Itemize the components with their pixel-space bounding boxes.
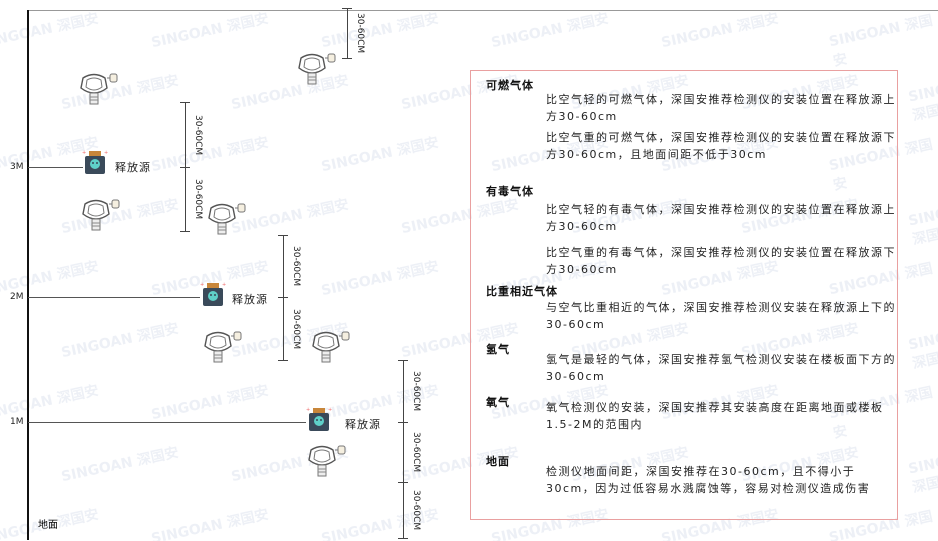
section-title: 地面 [486,455,510,468]
dimension-label: 30-60CM [193,179,203,220]
level-2m-label: 2M [10,292,24,302]
recommendation-panel: 可燃气体 比空气轻的可燃气体，深国安推荐检测仪的安装位置在释放源上方30-60cm… [470,70,898,520]
dimension-tick [398,538,408,539]
section-paragraph: 比空气轻的可燃气体，深国安推荐检测仪的安装位置在释放源上方30-60cm [546,93,896,123]
release-source-icon: + + [82,150,108,180]
watermark: SINGOAN 深国安 [827,12,935,70]
svg-text:+: + [200,282,204,288]
dimension-label: 30-60CM [355,13,365,54]
watermark: SINGOAN 深国安 [659,10,781,52]
gas-detector-icon [78,72,120,110]
watermark: SINGOAN 深国安 [907,74,938,125]
section-title: 比重相近气体 [486,285,558,298]
dimension-label: 30-60CM [411,371,421,412]
dimension-tick [342,8,352,9]
release-source-label: 释放源 [115,161,151,174]
dimension-label: 30-60CM [291,246,301,287]
gas-detector-icon [296,52,338,90]
section-paragraph: 检测仪地面间距，深国安推荐在30-60cm，且不得小于30cm，因为过低容易水溅… [546,465,871,495]
dimension-tick [398,482,408,483]
dimension-label: 30-60CM [411,490,421,531]
section-title: 氢气 [486,343,510,356]
section-paragraph: 比空气轻的有毒气体，深国安推荐检测仪的安装位置在释放源上方30-60cm [546,203,896,233]
level-1m-line [28,422,306,423]
section-paragraph: 氢气是最轻的气体，深国安推荐氢气检测仪安装在楼板面下方的30-60cm [546,353,896,383]
level-1m-label: 1M [10,417,24,427]
watermark: SINGOAN 深国安 [59,444,181,486]
gas-detector-icon [306,444,348,482]
dimension-tick [180,102,190,103]
dimension-line [403,360,404,422]
dimension-line [185,102,186,167]
dimension-label: 30-60CM [291,308,301,349]
section-paragraph: 氧气检测仪的安装，深国安推荐其安装高度在距离地面或楼板1.5-2M的范围内 [546,401,884,431]
watermark: SINGOAN 深国安 [907,446,938,497]
gas-detector-icon [206,202,248,240]
dimension-tick [278,360,288,361]
section-paragraph: 比空气重的可燃气体，深国安推荐检测仪的安装位置在释放源下方30-60cm，且地面… [546,131,896,161]
watermark: SINGOAN 深国安 [319,10,441,52]
level-3m-line [28,167,83,168]
svg-text:+: + [82,150,86,156]
section-paragraph: 比空气重的有毒气体，深国安推荐检测仪的安装位置在释放源下方30-60cm [546,246,896,276]
watermark: SINGOAN 深国安 [59,320,181,362]
watermark: SINGOAN 深国安 [319,258,441,300]
dimension-tick [398,360,408,361]
dimension-line [403,482,404,538]
dimension-line [185,167,186,231]
dimension-label: 30-60CM [411,432,421,473]
watermark: SINGOAN 深国安 [319,134,441,176]
dimension-tick [278,297,288,298]
svg-text:+: + [222,282,226,288]
level-2m-line [28,297,200,298]
dimension-line [283,235,284,297]
watermark: SINGOAN 深国安 [907,198,938,249]
release-source-label: 释放源 [232,293,268,306]
gas-detector-icon [202,330,244,368]
wall-line [27,10,29,540]
section-title: 有毒气体 [486,185,534,198]
svg-text:+: + [104,150,108,156]
watermark: SINGOAN 深国安 [149,10,271,52]
section-paragraph: 与空气比重相近的气体，深国安推荐检测仪安装在释放源上下的30-60cm [546,301,896,331]
watermark: SINGOAN 深国安 [907,322,938,373]
section-title: 氧气 [486,396,510,409]
watermark: SINGOAN 深国安 [149,382,271,424]
dimension-tick [278,235,288,236]
watermark: SINGOAN 深国安 [149,134,271,176]
dimension-tick [398,422,408,423]
watermark: SINGOAN 深国安 [0,10,101,52]
watermark: SINGOAN 深国安 [319,506,441,541]
dimension-label: 30-60CM [193,114,203,155]
gas-detector-icon [310,330,352,368]
svg-text:+: + [328,407,332,413]
dimension-line [283,297,284,360]
svg-text:+: + [306,407,310,413]
section-title: 可燃气体 [486,79,534,92]
release-source-label: 释放源 [345,418,381,431]
dimension-line [403,422,404,482]
dimension-tick [342,58,352,59]
dimension-tick [180,167,190,168]
dimension-tick [180,231,190,232]
ground-label: 地面 [38,520,58,531]
dimension-line [347,8,348,58]
watermark: SINGOAN 深国安 [489,10,611,52]
release-source-icon: + + [306,407,332,437]
ceiling-line [27,10,938,11]
release-source-icon: + + [200,282,226,312]
watermark: SINGOAN 深国安 [149,506,271,541]
level-3m-label: 3M [10,162,24,172]
gas-detector-icon [80,198,122,236]
